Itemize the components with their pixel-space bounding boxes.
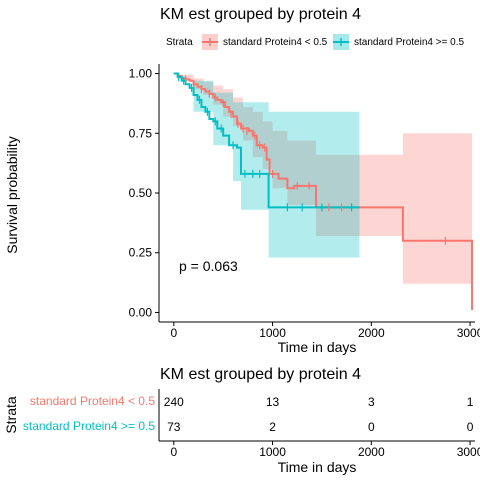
y-tick-label: 0.25 — [129, 246, 153, 260]
chart-title: KM est grouped by protein 4 — [160, 6, 361, 23]
legend-title: Strata — [166, 37, 193, 48]
risk-cell: 0 — [368, 420, 375, 434]
y-axis-ticks: 0.00 0.25 0.50 0.75 1.00 — [129, 67, 159, 319]
x-tick-label: 0 — [170, 326, 177, 340]
risk-x-tick-label: 1000 — [259, 445, 286, 459]
risk-cell: 73 — [167, 420, 181, 434]
y-axis-label: Survival probability — [4, 136, 20, 254]
p-value-annotation: p = 0.063 — [179, 258, 238, 274]
x-tick-label: 1000 — [259, 326, 286, 340]
plot-panel: 0.00 0.25 0.50 0.75 1.00 0 1000 2000 3000 p = 0… — [129, 64, 480, 340]
risk-table-cells: 240 13 3 1 73 2 0 0 — [164, 395, 474, 434]
risk-cell: 2 — [269, 420, 276, 434]
legend-key-group1: standard Protein4 < 0.5 — [202, 34, 328, 50]
risk-row-label-group2: standard Protein4 >= 0.5 — [23, 419, 155, 433]
risk-row-label-group1: standard Protein4 < 0.5 — [30, 394, 155, 408]
legend: Strata standard Protein4 < 0.5 standard … — [166, 34, 465, 50]
risk-table-title: KM est grouped by protein 4 — [160, 366, 361, 383]
risk-x-tick-label: 3000 — [457, 445, 480, 459]
legend-key-group2: standard Protein4 >= 0.5 — [333, 34, 465, 50]
ci-band-group1 — [173, 73, 473, 313]
y-tick-label: 0.75 — [129, 126, 153, 140]
legend-label-group1: standard Protein4 < 0.5 — [223, 37, 328, 48]
confidence-bands — [173, 73, 473, 313]
x-axis-label: Time in days — [278, 339, 357, 355]
y-tick-label: 1.00 — [129, 67, 153, 81]
risk-cell: 0 — [467, 420, 474, 434]
risk-cell: 13 — [266, 395, 280, 409]
risk-cell: 240 — [164, 395, 184, 409]
risk-cell: 3 — [368, 395, 375, 409]
x-tick-label: 2000 — [358, 326, 385, 340]
risk-y-axis-label: Strata — [3, 396, 19, 434]
risk-table: 240 13 3 1 73 2 0 0 standard Protein4 < 0.5 sta… — [23, 389, 480, 459]
risk-x-tick-label: 2000 — [358, 445, 385, 459]
risk-x-axis-label: Time in days — [278, 459, 357, 475]
legend-label-group2: standard Protein4 >= 0.5 — [354, 37, 465, 48]
risk-cell: 1 — [467, 395, 474, 409]
x-axis-ticks: 0 1000 2000 3000 — [170, 322, 480, 340]
risk-x-axis-ticks: 0 1000 2000 3000 — [170, 441, 480, 459]
ci-band-group2 — [173, 73, 360, 258]
y-tick-label: 0.50 — [129, 186, 153, 200]
censor-marks — [178, 73, 446, 245]
risk-x-tick-label: 0 — [170, 445, 177, 459]
x-tick-label: 3000 — [457, 326, 480, 340]
y-tick-label: 0.00 — [129, 305, 153, 319]
